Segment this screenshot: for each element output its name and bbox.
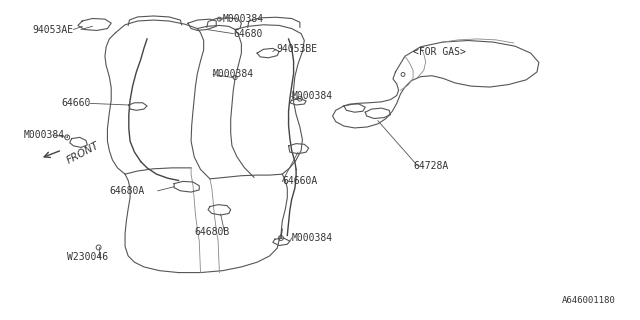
Text: <FOR GAS>: <FOR GAS> (413, 46, 466, 57)
Text: W230046: W230046 (67, 252, 108, 262)
Text: A646001180: A646001180 (562, 296, 616, 305)
Text: 64680B: 64680B (194, 227, 230, 237)
Text: M000384: M000384 (292, 233, 333, 243)
Text: 94053AE: 94053AE (32, 25, 73, 35)
Text: 64680A: 64680A (109, 186, 145, 196)
Text: 64660: 64660 (61, 99, 90, 108)
Text: M000384: M000384 (223, 14, 264, 24)
Text: 64660A: 64660A (282, 176, 317, 186)
Text: FRONT: FRONT (65, 140, 101, 166)
Text: M000384: M000384 (292, 92, 333, 101)
Text: 64728A: 64728A (413, 161, 449, 171)
Text: M000384: M000384 (23, 130, 64, 140)
Text: M000384: M000384 (213, 69, 254, 79)
Text: 94053BE: 94053BE (276, 44, 317, 54)
Text: 64680: 64680 (233, 28, 262, 39)
